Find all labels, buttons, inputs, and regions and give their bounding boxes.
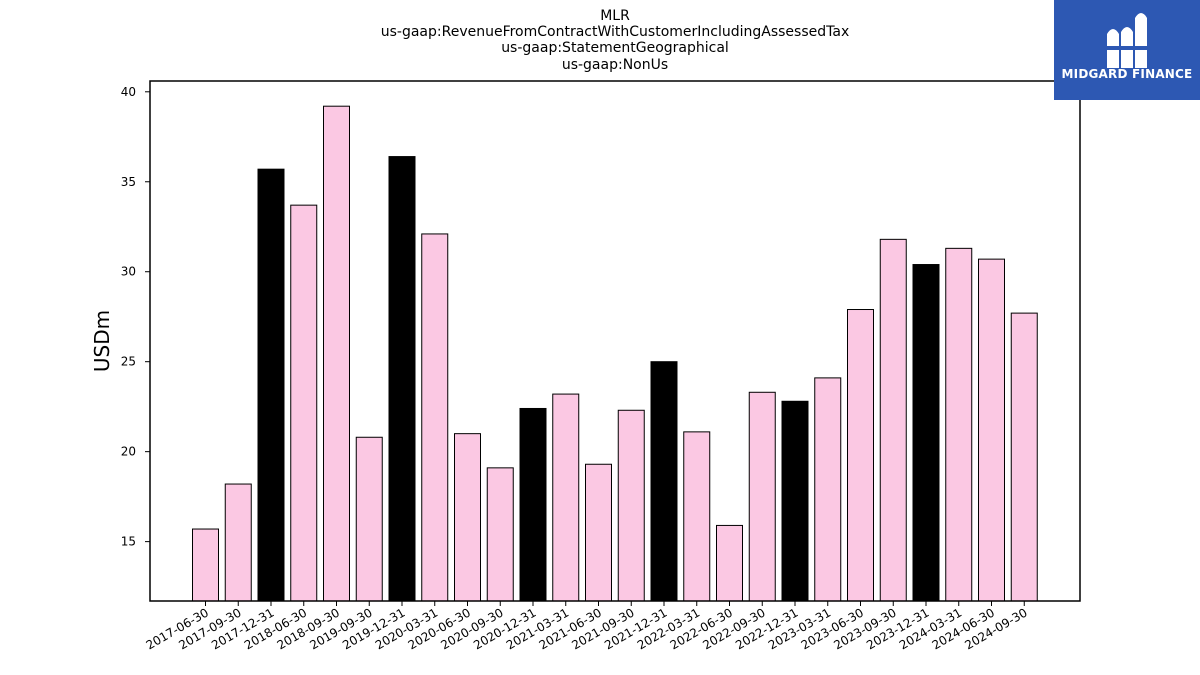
bar-2020-09-30 xyxy=(486,467,514,602)
y-axis-label: USDm xyxy=(90,310,114,372)
bar-2022-06-30 xyxy=(716,524,743,602)
title-line-3: us-gaap:StatementGeographical xyxy=(501,40,729,56)
bar-2022-12-31 xyxy=(781,400,809,602)
x-axis: 2017-06-302017-09-302017-12-312018-06-30… xyxy=(144,601,1030,652)
bar-2017-09-30 xyxy=(224,483,252,602)
bar-2020-06-30 xyxy=(454,433,481,602)
title-line-2: us-gaap:RevenueFromContractWithCustomerI… xyxy=(381,24,850,40)
bar-2024-09-30 xyxy=(1010,312,1038,602)
bar-2020-03-31 xyxy=(421,233,449,602)
y-tick-label: 20 xyxy=(121,445,136,459)
bar-2021-06-30 xyxy=(585,463,612,602)
y-tick-label: 40 xyxy=(121,85,136,99)
bar-2022-09-30 xyxy=(748,391,776,602)
y-axis: 15 20 25 30 35 40 xyxy=(121,85,150,549)
bar-2023-12-31 xyxy=(912,264,940,602)
bar-2017-06-30 xyxy=(192,528,219,602)
plot-frame xyxy=(149,80,1081,602)
bar-2024-03-31 xyxy=(945,247,973,602)
y-tick-label: 30 xyxy=(121,265,136,279)
bar-2018-06-30 xyxy=(290,204,318,602)
chart-title: MLR us-gaap:RevenueFromContractWithCusto… xyxy=(381,8,850,73)
bar-2021-12-31 xyxy=(650,361,678,602)
y-tick-label: 25 xyxy=(121,355,136,369)
bar-2023-06-30 xyxy=(847,309,874,602)
bar-2021-03-31 xyxy=(552,393,580,602)
midgard-finance-logo: MIDGARD FINANCE xyxy=(1054,0,1200,100)
bar-2021-09-30 xyxy=(617,409,645,602)
title-line-4: us-gaap:NonUs xyxy=(562,57,668,73)
logo-text: MIDGARD FINANCE xyxy=(1061,67,1193,81)
bar-2023-03-31 xyxy=(814,377,842,602)
title-line-1: MLR xyxy=(600,8,630,24)
bar-2018-09-30 xyxy=(323,105,350,602)
bar-series xyxy=(192,105,1038,602)
bar-2022-03-31 xyxy=(683,431,711,602)
y-tick-label: 15 xyxy=(121,535,136,549)
bar-2023-09-30 xyxy=(879,238,907,602)
bar-2017-12-31 xyxy=(257,168,285,602)
bar-2024-06-30 xyxy=(978,258,1005,602)
y-tick-label: 35 xyxy=(121,175,136,189)
midgard-logo-icon xyxy=(1106,13,1148,68)
bar-2019-12-31 xyxy=(388,156,416,602)
bar-2020-12-31 xyxy=(519,407,547,602)
bar-2019-09-30 xyxy=(355,436,383,602)
